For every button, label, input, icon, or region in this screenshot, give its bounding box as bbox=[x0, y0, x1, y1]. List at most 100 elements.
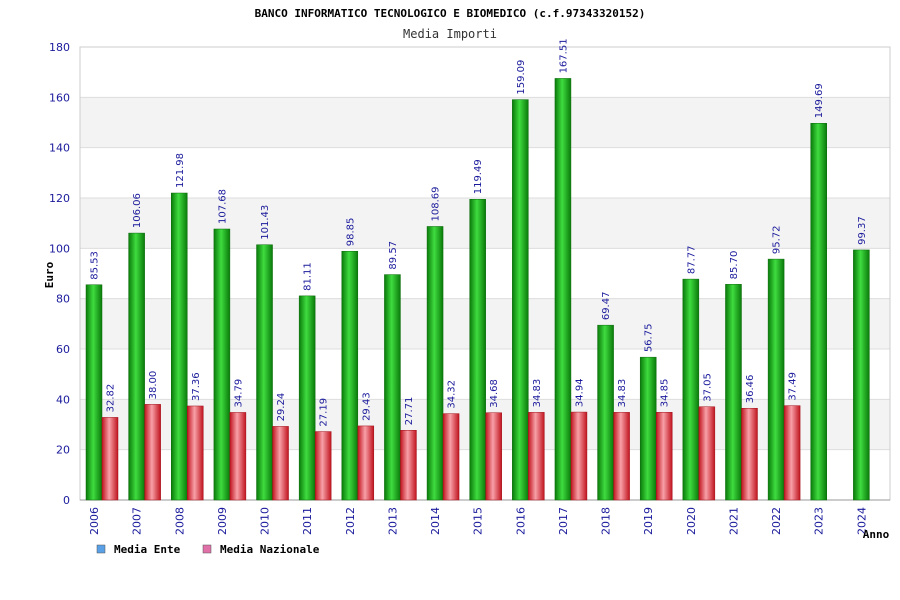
value-label-media-ente: 87.77 bbox=[686, 245, 697, 274]
x-tick-label: 2019 bbox=[642, 507, 655, 535]
x-tick-label: 2011 bbox=[301, 507, 314, 535]
bar-media-ente bbox=[767, 258, 785, 501]
x-tick-label: 2020 bbox=[685, 507, 698, 535]
value-label-media-ente: 167.51 bbox=[558, 38, 569, 73]
x-tick-label: 2012 bbox=[344, 507, 357, 535]
bar-media-nazionale bbox=[187, 405, 204, 501]
value-label-media-nazionale: 34.83 bbox=[532, 379, 543, 408]
value-label-media-ente: 85.70 bbox=[729, 251, 740, 280]
x-tick-label: 2017 bbox=[557, 507, 570, 535]
legend: Media Ente Media Nazionale bbox=[96, 543, 320, 556]
bar-media-ente bbox=[597, 324, 614, 501]
bar-media-nazionale bbox=[357, 425, 375, 501]
bar-media-ente bbox=[384, 274, 401, 501]
y-tick-label: 120 bbox=[49, 192, 70, 205]
y-tick-label: 80 bbox=[56, 293, 70, 306]
value-label-media-nazionale: 37.36 bbox=[191, 372, 202, 401]
x-tick-label: 2013 bbox=[386, 507, 399, 535]
bar-media-nazionale bbox=[528, 412, 545, 501]
bar-media-ente bbox=[554, 78, 572, 501]
value-label-media-nazionale: 34.94 bbox=[574, 378, 585, 407]
value-label-media-ente: 107.68 bbox=[217, 189, 228, 224]
value-label-media-nazionale: 38.00 bbox=[148, 371, 159, 400]
value-label-media-nazionale: 34.68 bbox=[489, 379, 500, 408]
value-label-media-nazionale: 29.24 bbox=[276, 393, 287, 422]
y-tick-label: 60 bbox=[56, 343, 70, 356]
bar-media-nazionale bbox=[400, 430, 417, 501]
bar-media-nazionale bbox=[442, 413, 460, 501]
bar-media-ente bbox=[85, 284, 103, 501]
bars bbox=[85, 78, 870, 501]
value-label-media-nazionale: 37.05 bbox=[702, 373, 713, 402]
value-label-media-nazionale: 29.43 bbox=[361, 392, 372, 421]
value-label-media-nazionale: 36.46 bbox=[745, 375, 756, 404]
value-label-media-nazionale: 34.83 bbox=[617, 379, 628, 408]
bar-media-ente bbox=[298, 295, 316, 501]
bar-media-ente bbox=[213, 228, 231, 501]
value-labels: 85.53 32.82 106.06 38.00 121.98 37.36 107.68 34… bbox=[90, 38, 868, 426]
legend-label-media-ente: Media Ente bbox=[114, 543, 181, 556]
bar-media-ente bbox=[128, 232, 145, 501]
value-label-media-nazionale: 34.85 bbox=[660, 379, 671, 408]
bar-media-nazionale bbox=[101, 417, 119, 501]
value-label-media-ente: 108.69 bbox=[431, 186, 442, 221]
x-tick-label: 2008 bbox=[173, 507, 186, 535]
value-label-media-nazionale: 32.82 bbox=[106, 384, 117, 413]
value-label-media-nazionale: 27.19 bbox=[319, 398, 330, 427]
legend-swatch-media-ente bbox=[96, 544, 106, 554]
x-tick-label: 2016 bbox=[514, 507, 527, 535]
bar-media-nazionale bbox=[272, 426, 289, 501]
value-label-media-nazionale: 27.71 bbox=[404, 397, 415, 426]
value-label-media-ente: 95.72 bbox=[772, 225, 783, 254]
y-tick-label: 0 bbox=[63, 494, 70, 507]
bar-media-ente bbox=[853, 249, 870, 501]
bar-media-nazionale bbox=[314, 431, 332, 501]
bar-media-ente bbox=[171, 192, 188, 501]
value-label-media-ente: 56.75 bbox=[644, 324, 655, 353]
value-label-media-nazionale: 34.79 bbox=[233, 379, 244, 408]
bar-media-ente bbox=[725, 284, 742, 501]
x-tick-label: 2014 bbox=[429, 507, 442, 535]
value-label-media-ente: 89.57 bbox=[388, 241, 399, 270]
value-label-media-ente: 98.85 bbox=[345, 218, 356, 247]
chart-subtitle: Media Importi bbox=[403, 27, 497, 41]
y-tick-label: 100 bbox=[49, 242, 70, 255]
plot-band bbox=[80, 147, 890, 198]
y-axis-ticks: 0 20 40 60 80 100 120 140 160 180 bbox=[49, 41, 70, 507]
bar-media-ente bbox=[426, 226, 444, 501]
x-tick-label: 2022 bbox=[770, 507, 783, 535]
y-tick-label: 180 bbox=[49, 41, 70, 54]
x-tick-label: 2007 bbox=[131, 507, 144, 535]
chart-title: BANCO INFORMATICO TECNOLOGICO E BIOMEDIC… bbox=[255, 7, 646, 20]
bar-media-nazionale bbox=[698, 406, 716, 501]
x-axis-label: Anno bbox=[863, 528, 890, 541]
bar-media-nazionale bbox=[655, 412, 673, 501]
value-label-media-ente: 119.49 bbox=[473, 159, 484, 194]
y-tick-label: 20 bbox=[56, 444, 70, 457]
y-tick-label: 160 bbox=[49, 91, 70, 104]
x-tick-label: 2021 bbox=[727, 507, 740, 535]
value-label-media-nazionale: 34.32 bbox=[447, 380, 458, 409]
value-label-media-nazionale: 37.49 bbox=[788, 372, 799, 401]
value-label-media-ente: 106.06 bbox=[132, 193, 143, 228]
bar-media-nazionale bbox=[741, 407, 758, 501]
bar-media-ente bbox=[256, 244, 273, 501]
value-label-media-ente: 85.53 bbox=[90, 251, 101, 280]
plot-band bbox=[80, 47, 890, 98]
bar-media-ente bbox=[341, 250, 359, 501]
value-label-media-ente: 159.09 bbox=[516, 60, 527, 95]
value-label-media-ente: 121.98 bbox=[175, 153, 186, 188]
x-tick-label: 2024 bbox=[855, 507, 868, 535]
x-axis-ticks: 2006 2007 2008 2009 2010 2011 2012 2013 2014 2015… bbox=[88, 507, 868, 535]
bar-media-ente bbox=[682, 278, 700, 501]
value-label-media-ente: 101.43 bbox=[260, 205, 271, 240]
value-label-media-ente: 99.37 bbox=[857, 216, 868, 245]
bar-media-ente bbox=[810, 123, 827, 501]
bar-media-nazionale bbox=[783, 405, 801, 501]
bar-media-nazionale bbox=[144, 404, 161, 501]
value-label-media-ente: 149.69 bbox=[814, 83, 825, 118]
bar-media-nazionale bbox=[229, 412, 247, 501]
x-tick-label: 2009 bbox=[216, 507, 229, 535]
x-tick-label: 2023 bbox=[813, 507, 826, 535]
x-tick-label: 2018 bbox=[600, 507, 613, 535]
